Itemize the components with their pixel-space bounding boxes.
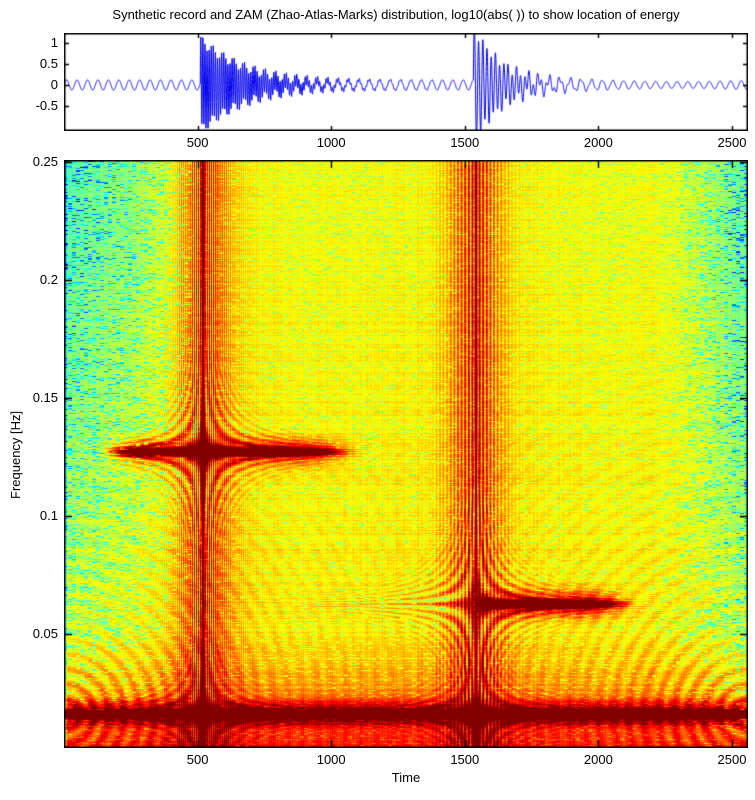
- wave-y-tick-label-0.5: 0.5: [39, 56, 58, 71]
- wave-x-tick-label-2500: 2500: [717, 135, 747, 150]
- wave-x-tick-label-500: 500: [186, 135, 209, 150]
- wave-x-tick-label-1000: 1000: [316, 135, 346, 150]
- wave-x-tick-label-1500: 1500: [450, 135, 480, 150]
- spec-x-tick-label-1000: 1000: [316, 752, 346, 767]
- spec-y-tick-label-0.2: 0.2: [39, 272, 58, 287]
- waveform-plot-canvas: [64, 33, 748, 131]
- spec-x-tick-label-2500: 2500: [717, 752, 747, 767]
- x-axis-label: Time: [391, 770, 421, 785]
- wave-x-tick-label-2000: 2000: [583, 135, 613, 150]
- wave-y-tick-label-1: 1: [50, 35, 58, 50]
- spec-x-tick-label-500: 500: [186, 752, 209, 767]
- spec-x-tick-label-2000: 2000: [583, 752, 613, 767]
- spec-y-tick-label-0.15: 0.15: [32, 390, 58, 406]
- spec-y-tick-label-0.05: 0.05: [32, 626, 58, 642]
- wave-y-tick-label-0: 0: [50, 77, 58, 92]
- zam-heatmap-canvas: [64, 160, 748, 748]
- figure-title: Synthetic record and ZAM (Zhao-Atlas-Mar…: [112, 7, 680, 22]
- wave-y-tick-label--0.5: -0.5: [35, 98, 58, 113]
- spec-y-tick-label-0.25: 0.25: [32, 153, 58, 169]
- spec-x-tick-label-1500: 1500: [450, 752, 480, 767]
- y-axis-label: Frequency [Hz]: [8, 410, 23, 500]
- spec-y-tick-label-0.1: 0.1: [39, 508, 58, 524]
